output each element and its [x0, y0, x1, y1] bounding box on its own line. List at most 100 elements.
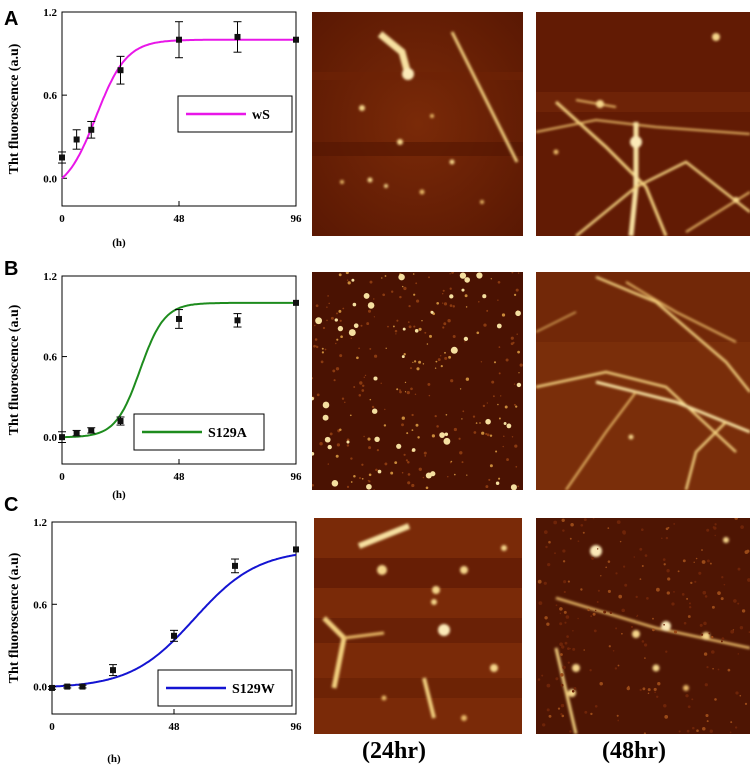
afm-speckle: [452, 305, 456, 308]
afm-speckle: [609, 611, 613, 614]
afm-speckle: [399, 390, 402, 394]
afm-speckle: [410, 387, 413, 391]
afm-particle: [450, 346, 458, 354]
x-tick-label: 0: [59, 471, 65, 483]
afm-speckle: [705, 713, 709, 718]
afm-speckle: [498, 477, 501, 480]
afm-speckle: [673, 630, 678, 634]
afm-speckle: [353, 475, 356, 478]
afm-speckle: [424, 455, 427, 457]
afm-speckle: [580, 523, 584, 527]
afm-particle: [515, 310, 521, 317]
afm-speckle: [416, 299, 420, 303]
afm-speckle: [627, 685, 630, 688]
afm-speckle: [711, 650, 715, 654]
afm-speckle: [571, 690, 575, 693]
afm-speckle: [687, 705, 691, 709]
afm-speckle: [338, 309, 342, 313]
afm-speckle: [399, 389, 401, 391]
afm-speckle: [361, 384, 365, 388]
afm-image-s129a-24h: [312, 272, 523, 490]
afm-speckle: [748, 631, 750, 634]
afm-speckle: [656, 695, 659, 698]
y-tick-label: 0.0: [43, 432, 57, 444]
afm-speckle: [511, 436, 514, 438]
afm-particle: [476, 272, 483, 279]
afm-speckle: [407, 481, 411, 485]
afm-speckle: [545, 545, 548, 549]
data-point: [171, 632, 177, 639]
afm-speckle: [314, 324, 316, 327]
afm-speckle: [329, 432, 333, 436]
afm-particle: [443, 437, 451, 445]
afm-speckle: [464, 341, 466, 343]
afm-speckle: [660, 537, 663, 540]
afm-speckle: [445, 413, 448, 416]
afm-speckle: [515, 288, 519, 292]
data-point: [59, 434, 65, 441]
afm-speckle: [358, 347, 360, 350]
afm-speckle: [559, 642, 563, 647]
afm-speckle: [636, 615, 638, 618]
afm-speckle: [644, 657, 646, 659]
data-point: [117, 418, 124, 425]
data-point: [234, 317, 241, 324]
afm-speckle: [495, 450, 498, 453]
afm-speckle: [335, 342, 337, 345]
afm-speckle: [698, 571, 702, 575]
afm-speckle: [639, 578, 642, 580]
afm-speckle: [517, 485, 520, 488]
afm-speckle: [396, 388, 399, 391]
afm-speckle: [319, 442, 323, 446]
afm-speckle: [652, 628, 655, 632]
afm-speckle: [458, 437, 461, 440]
afm-speckle: [702, 590, 707, 595]
afm-speckle: [652, 617, 654, 620]
afm-particle: [506, 423, 512, 429]
afm-speckle: [336, 312, 338, 315]
afm-speckle: [589, 669, 592, 672]
afm-speckle: [443, 302, 448, 306]
data-point: [234, 33, 241, 40]
afm-speckle: [747, 578, 750, 582]
afm-speckle: [440, 364, 443, 368]
afm-speckle: [703, 652, 708, 656]
afm-speckle: [447, 476, 449, 478]
y-tick-label: 0.6: [43, 352, 57, 364]
afm-speckle: [431, 434, 435, 438]
afm-speckle: [442, 326, 445, 329]
afm-speckle: [662, 558, 666, 561]
afm-speckle: [413, 360, 417, 363]
afm-speckle: [564, 641, 568, 645]
afm-speckle: [449, 461, 452, 464]
afm-speckle: [418, 327, 422, 331]
afm-speckle: [387, 325, 389, 328]
afm-speckle: [559, 653, 563, 656]
afm-speckle: [687, 615, 691, 618]
afm-speckle: [340, 335, 343, 339]
afm-particle: [401, 355, 405, 359]
afm-speckle: [740, 525, 744, 529]
afm-particle: [374, 436, 380, 443]
afm-speckle: [561, 645, 565, 649]
afm-speckle: [436, 425, 439, 428]
afm-particle: [327, 444, 332, 450]
afm-speckle: [369, 280, 373, 284]
afm-speckle: [497, 299, 499, 301]
afm-speckle: [560, 712, 563, 716]
afm-speckle: [361, 389, 365, 392]
afm-speckle: [497, 403, 499, 406]
afm-speckle: [465, 306, 468, 308]
afm-speckle: [643, 732, 646, 734]
afm-speckle: [339, 354, 343, 358]
afm-speckle: [657, 682, 661, 686]
afm-speckle: [695, 557, 698, 560]
afm-speckle: [720, 597, 724, 601]
afm-speckle: [685, 694, 689, 698]
afm-speckle: [369, 398, 372, 401]
afm-speckle: [510, 336, 514, 340]
afm-speckle: [371, 405, 375, 409]
afm-speckle: [561, 714, 565, 718]
afm-speckle: [380, 382, 382, 384]
afm-speckle: [559, 622, 563, 626]
